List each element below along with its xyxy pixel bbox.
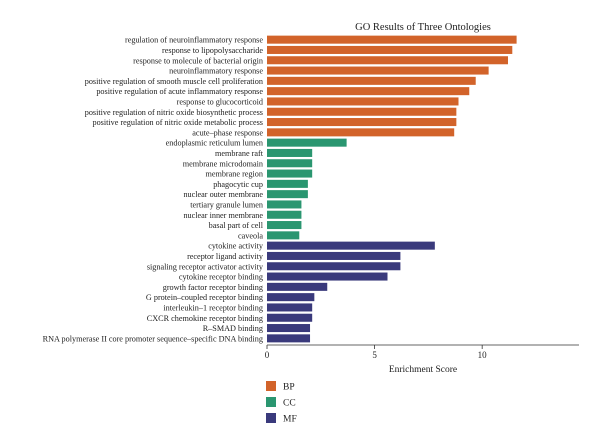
bar-14 (267, 179, 308, 188)
category-label-1: response to lipopolysaccharide (162, 46, 263, 55)
category-labels: regulation of neuroinflammatory response… (43, 36, 264, 344)
bar-15 (267, 190, 308, 199)
bar-28 (267, 324, 311, 333)
legend-swatch-mf (266, 413, 276, 423)
bar-29 (267, 334, 311, 343)
category-label-11: membrane raft (215, 149, 264, 158)
category-label-6: response to glucocorticoid (177, 97, 263, 106)
x-axis-label: Enrichment Score (389, 365, 457, 375)
category-label-14: phagocytic cup (213, 180, 263, 189)
category-label-18: basal part of cell (209, 221, 264, 230)
bar-18 (267, 221, 302, 230)
x-tick-label-0: 0 (265, 350, 270, 360)
bar-19 (267, 231, 300, 240)
bar-16 (267, 200, 302, 209)
category-label-12: membrane microdomain (183, 159, 263, 168)
bar-12 (267, 159, 313, 168)
category-label-13: membrane region (205, 170, 263, 179)
legend-swatch-cc (266, 397, 276, 407)
category-label-10: endoplasmic reticulum lumen (166, 139, 263, 148)
bar-23 (267, 272, 388, 281)
legend: BP CC MF (266, 381, 297, 425)
chart-title: GO Results of Three Ontologies (355, 22, 491, 33)
bar-11 (267, 148, 313, 157)
x-tick-label-1: 5 (372, 350, 377, 360)
x-tick-label-2: 10 (478, 350, 488, 360)
category-label-23: cytokine receptor binding (179, 273, 263, 282)
category-label-20: cytokine activity (208, 242, 264, 251)
legend-label-bp: BP (283, 383, 295, 393)
legend-label-mf: MF (283, 415, 297, 425)
bar-20 (267, 241, 435, 250)
bar-22 (267, 262, 401, 271)
bar-21 (267, 251, 401, 260)
category-label-27: CXCR chemokine receptor binding (147, 314, 263, 323)
category-label-26: interleukin–1 receptor binding (163, 303, 263, 312)
category-label-8: positive regulation of nitric oxide meta… (92, 118, 263, 127)
category-label-0: regulation of neuroinflammatory response (125, 36, 263, 45)
bar-6 (267, 97, 459, 106)
bar-26 (267, 303, 313, 312)
bar-8 (267, 118, 457, 127)
bar-2 (267, 56, 508, 65)
bar-9 (267, 128, 455, 137)
bar-4 (267, 76, 476, 85)
category-label-7: positive regulation of nitric oxide bios… (85, 108, 263, 117)
legend-label-cc: CC (283, 399, 296, 409)
category-label-9: acute–phase response (192, 128, 263, 137)
category-label-3: neuroinflammatory response (169, 67, 263, 76)
category-label-15: nuclear outer membrane (183, 190, 263, 199)
category-label-28: R–SMAD binding (203, 324, 263, 333)
bar-10 (267, 138, 347, 147)
legend-swatch-bp (266, 381, 276, 391)
bar-24 (267, 282, 328, 291)
bar-25 (267, 293, 315, 302)
bars-group (267, 35, 517, 343)
x-axis-ticks: 0 5 10 (265, 345, 487, 360)
category-label-16: tertiary granule lumen (190, 200, 263, 209)
bar-7 (267, 107, 457, 116)
bar-27 (267, 313, 313, 322)
category-label-25: G protein–coupled receptor binding (146, 293, 263, 302)
bar-3 (267, 66, 489, 75)
bar-5 (267, 87, 470, 96)
category-label-5: positive regulation of acute inflammator… (96, 87, 263, 96)
bar-0 (267, 35, 517, 44)
category-label-19: caveola (238, 231, 263, 240)
category-label-29: RNA polymerase II core promoter sequence… (43, 334, 263, 343)
category-label-17: nuclear inner membrane (183, 211, 263, 220)
category-label-2: response to molecule of bacterial origin (133, 56, 263, 65)
bar-17 (267, 210, 302, 219)
category-label-22: signaling receptor activator activity (147, 262, 264, 271)
category-label-21: receptor ligand activity (187, 252, 264, 261)
bar-1 (267, 45, 513, 54)
bar-13 (267, 169, 313, 178)
category-label-24: growth factor receptor binding (163, 283, 263, 292)
category-label-4: positive regulation of smooth muscle cel… (85, 77, 263, 86)
